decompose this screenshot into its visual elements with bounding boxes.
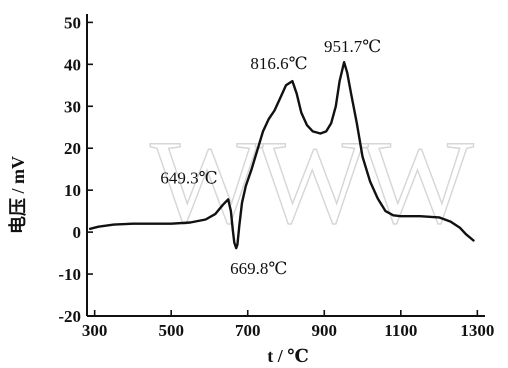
x-tick-label: 300 [82, 321, 108, 340]
y-tick-label: -20 [58, 307, 81, 326]
x-tick-label: 900 [312, 321, 338, 340]
y-tick-label: 50 [64, 13, 81, 32]
y-tick-label: -10 [58, 265, 81, 284]
x-tick-label: 700 [235, 321, 261, 340]
axis-titles: t / ℃ 电压 / mV [7, 156, 309, 366]
y-tick-label: 0 [73, 223, 82, 242]
annotations: 649.3℃ 669.8℃ 816.6℃ 951.7℃ [160, 37, 381, 278]
data-label: 649.3℃ [160, 168, 217, 187]
series-line [88, 61, 475, 250]
x-tick-label: 1300 [460, 321, 494, 340]
y-tick-label: 30 [64, 97, 81, 116]
data-label: 816.6℃ [250, 54, 307, 73]
y-axis-title: 电压 / mV [7, 156, 28, 234]
x-axis-title: t / ℃ [267, 346, 309, 366]
y-tick-label: 20 [64, 139, 81, 158]
data-label: 669.8℃ [230, 259, 287, 278]
x-tick-label: 500 [158, 321, 184, 340]
ticks: 300 500 700 900 1100 1300 -20 -10 0 10 20 30 40 50 [58, 13, 494, 340]
x-tick-label: 1100 [384, 321, 417, 340]
data-label: 951.7℃ [324, 37, 381, 56]
y-tick-label: 40 [64, 55, 81, 74]
y-tick-label: 10 [64, 181, 81, 200]
watermark: WWW [150, 115, 475, 248]
